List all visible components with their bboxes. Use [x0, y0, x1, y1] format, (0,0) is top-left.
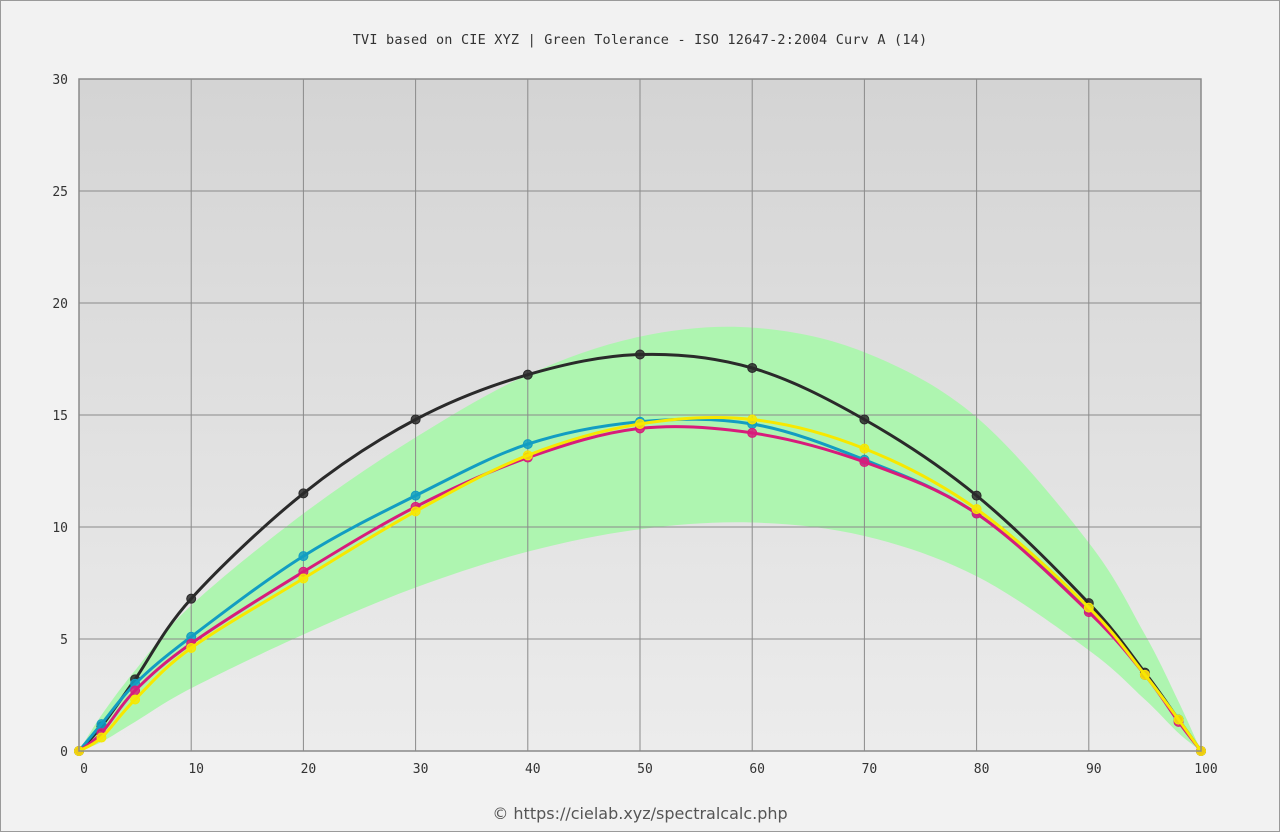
data-point-yellow: [635, 418, 645, 429]
data-point-black: [298, 488, 309, 499]
x-tick-label: 60: [749, 762, 765, 777]
data-point-black: [747, 362, 758, 373]
data-point-black: [971, 490, 982, 501]
x-tick-label: 20: [301, 762, 317, 777]
x-tick-label: 100: [1194, 762, 1217, 777]
data-point-yellow: [1139, 669, 1150, 680]
data-point-black: [635, 349, 645, 360]
x-tick-label: 10: [188, 762, 204, 777]
data-point-yellow: [410, 506, 421, 517]
data-point-magenta: [747, 427, 758, 438]
data-point-yellow: [971, 504, 982, 515]
data-point-black: [522, 369, 533, 380]
x-tick-label: 40: [525, 762, 541, 777]
data-point-magenta: [859, 457, 870, 468]
source-footer[interactable]: © https://cielab.xyz/spectralcalc.php: [492, 804, 788, 823]
data-point-yellow: [130, 694, 141, 705]
data-point-yellow: [859, 443, 870, 454]
y-tick-label: 30: [52, 73, 68, 88]
data-point-yellow: [1173, 714, 1184, 725]
x-tick-label: 70: [862, 762, 878, 777]
x-tick-label: 0: [80, 762, 88, 777]
data-point-black: [859, 414, 870, 425]
y-tick-label: 10: [52, 521, 68, 536]
x-tick-label: 80: [974, 762, 990, 777]
data-point-yellow: [747, 414, 758, 425]
data-point-yellow: [522, 450, 533, 461]
y-tick-label: 0: [60, 745, 68, 760]
y-tick-label: 15: [52, 409, 68, 424]
plot-border: [78, 78, 1202, 752]
chart-title: TVI based on CIE XYZ | Green Tolerance -…: [352, 32, 928, 48]
data-point-black: [186, 593, 197, 604]
y-tick-label: 5: [60, 633, 68, 648]
tolerance-band: [79, 326, 1201, 751]
x-tick-label: 90: [1086, 762, 1102, 777]
x-tick-label: 30: [413, 762, 429, 777]
data-point-yellow: [1083, 602, 1094, 613]
data-point-yellow: [186, 642, 197, 653]
data-point-cyan: [410, 490, 421, 501]
data-point-yellow: [298, 573, 309, 584]
data-point-magenta: [130, 685, 141, 696]
data-point-yellow: [96, 732, 107, 743]
y-tick-label: 20: [52, 297, 68, 312]
data-point-cyan: [522, 439, 533, 450]
data-point-black: [410, 414, 421, 425]
x-tick-label: 50: [637, 762, 653, 777]
data-point-cyan: [298, 551, 309, 562]
y-tick-label: 25: [52, 185, 68, 200]
